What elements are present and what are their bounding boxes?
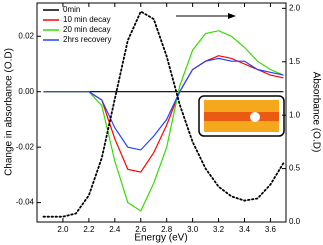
- legend-label: 20 min decay: [63, 25, 111, 34]
- y-axis-label: Change in absorbance (O.D): [4, 48, 15, 176]
- x-tick-label: 3.2: [213, 225, 225, 234]
- y2-tick-label: 1.5: [289, 57, 301, 66]
- y2-tick-label: 0.0: [289, 217, 301, 226]
- x-tick-label: 2.6: [135, 225, 147, 234]
- x-tick-label: 2.8: [161, 225, 173, 234]
- y-tick-label: -0.02: [16, 142, 35, 151]
- y-tick-label: 0.00: [18, 87, 34, 96]
- y-tick-label: -0.04: [16, 198, 35, 207]
- y2-tick-label: 0.5: [289, 164, 301, 173]
- y2-axis-label: Absorbance (O.D): [310, 72, 321, 153]
- plot-frame: [36, 2, 287, 223]
- x-tick-label: 2.4: [109, 225, 121, 234]
- legend-label: 10 min decay: [63, 15, 111, 24]
- y-tick-label: 0.02: [18, 31, 34, 40]
- x-tick-label: 2.0: [57, 225, 69, 234]
- inset-image: [198, 95, 285, 137]
- x-tick-label: 3.6: [265, 225, 277, 234]
- arrow-annotation: [176, 13, 236, 19]
- legend-label: 0min: [63, 5, 80, 14]
- x-tick-label: 3.4: [239, 225, 251, 234]
- series-line: [43, 57, 284, 151]
- absorbance-line: [42, 10, 285, 218]
- x-tick-label: 2.2: [83, 225, 95, 234]
- legend-label: 2hrs recovery: [63, 35, 111, 44]
- y2-tick-label: 1.0: [289, 110, 301, 119]
- x-tick-label: 3.0: [187, 225, 199, 234]
- x-axis-label: Energy (eV): [134, 233, 187, 244]
- y2-tick-label: 2.0: [289, 3, 301, 12]
